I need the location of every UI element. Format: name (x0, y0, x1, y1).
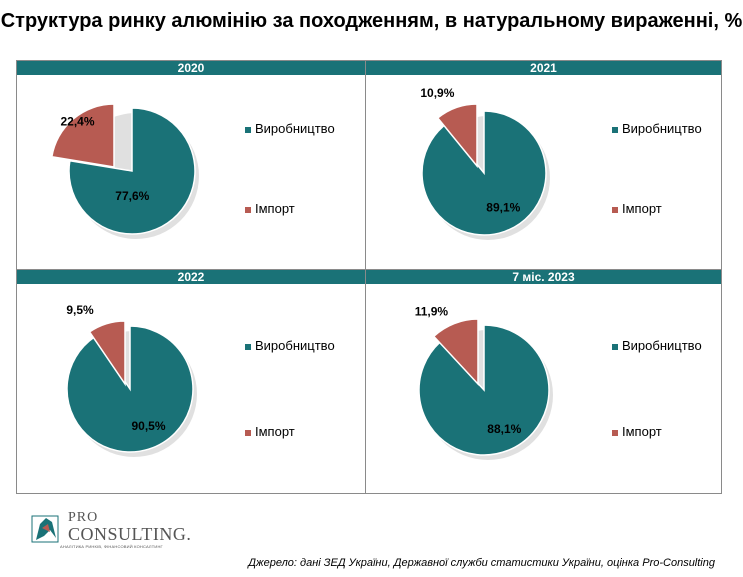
legend-swatch (612, 430, 618, 436)
pie-slice-import (88, 320, 126, 387)
pie-slice-production (68, 107, 196, 235)
data-label-import: 10,9% (420, 86, 454, 100)
data-label-production: 90,5% (131, 419, 165, 433)
charts-grid: 2020 77,6% 22,4% Виробництво Імпорт 2021 89… (16, 60, 722, 494)
panel-header: 2021 (366, 61, 721, 75)
panel-header: 7 міс. 2023 (366, 270, 721, 284)
data-label-production: 89,1% (486, 200, 520, 214)
legend-label: Імпорт (255, 201, 295, 216)
data-label-production: 77,6% (115, 189, 149, 203)
pro-consulting-logo: PRO CONSULTING. АНАЛІТИКА РИНКІВ, ФІНАНС… (30, 510, 210, 550)
chart-title: Структура ринку алюмінію за походженням,… (0, 10, 743, 32)
panel-header: 2022 (17, 270, 365, 284)
logo-emblem-icon (31, 515, 59, 543)
pie-chart: 77,6% 22,4% Виробництво Імпорт (50, 103, 335, 239)
legend-swatch (612, 344, 618, 350)
legend-label: Виробництво (255, 121, 335, 136)
pie-panel-2023: 7 міс. 2023 88,1% 11,9% Виробництво Імпорт (366, 270, 721, 494)
pie-chart: 89,1% 10,9% Виробництво Імпорт (420, 86, 702, 240)
legend-swatch (612, 207, 618, 213)
data-label-production: 88,1% (487, 422, 521, 436)
panel-header: 2020 (17, 61, 365, 75)
logo-text-consulting: CONSULTING. (68, 524, 192, 544)
pie-panel-2022: 2022 90,5% 9,5% Виробництво Імпорт (17, 270, 365, 494)
pie-slice-import (432, 318, 479, 386)
pie-slice-production (421, 110, 547, 236)
legend-label: Виробництво (255, 338, 335, 353)
pie-chart: 88,1% 11,9% Виробництво Імпорт (415, 305, 702, 460)
legend-swatch (245, 344, 251, 350)
pie-panel-2021: 2021 89,1% 10,9% Виробництво Імпорт (366, 61, 721, 269)
legend-swatch (612, 127, 618, 133)
pie-slice-import (436, 103, 478, 169)
logo-tagline: АНАЛІТИКА РИНКІВ, ФІНАНСОВИЙ КОНСАЛТИНГ (60, 544, 163, 549)
data-label-import: 22,4% (60, 114, 94, 128)
legend-swatch (245, 207, 251, 213)
legend-label: Виробництво (622, 338, 702, 353)
legend-label: Імпорт (622, 424, 662, 439)
legend-label: Виробництво (622, 121, 702, 136)
legend-label: Імпорт (255, 424, 295, 439)
pie-slice-production (66, 325, 194, 453)
legend-swatch (245, 127, 251, 133)
data-label-import: 9,5% (66, 303, 94, 317)
pie-slice-production (418, 324, 550, 456)
legend-swatch (245, 430, 251, 436)
pie-chart: 90,5% 9,5% Виробництво Імпорт (66, 303, 335, 457)
grid-divider-vertical (365, 61, 366, 493)
logo-text-pro: PRO (68, 510, 99, 525)
grid-divider-horizontal (17, 269, 721, 270)
source-note: Джерело: дані ЗЕД України, Державної слу… (248, 557, 715, 569)
legend-label: Імпорт (622, 201, 662, 216)
pie-panel-2020: 2020 77,6% 22,4% Виробництво Імпорт (17, 61, 365, 269)
data-label-import: 11,9% (415, 305, 449, 319)
pie-slice-import (50, 103, 115, 168)
